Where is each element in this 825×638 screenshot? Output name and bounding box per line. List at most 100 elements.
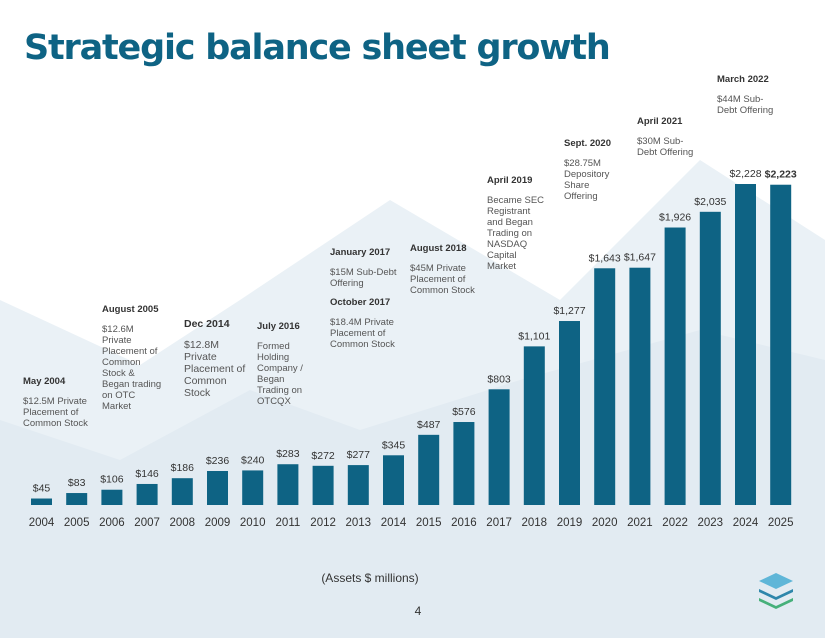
bar-2013 — [347, 465, 369, 505]
data-label-2009: $236 — [206, 455, 230, 467]
bar-2021 — [629, 267, 651, 505]
annotation-body-2: $18.4M Private Placement of Common Stock — [330, 317, 395, 350]
annotation-august-2005: August 2005 $12.6M Private Placement of … — [102, 304, 164, 412]
tick-label-2014: 2014 — [381, 517, 407, 529]
axis-footnote: (Assets $ millions) — [321, 571, 419, 585]
data-label-2004: $45 — [33, 483, 51, 495]
tick-label-2018: 2018 — [522, 517, 548, 529]
bar-2020 — [594, 268, 616, 505]
tick-label-2023: 2023 — [698, 517, 724, 529]
bar-2007 — [136, 483, 158, 505]
annotation-body: $30M Sub-Debt Offering — [637, 136, 694, 158]
tick-label-2011: 2011 — [276, 517, 301, 529]
bar-2015 — [418, 434, 440, 505]
bar-2011 — [277, 464, 299, 505]
data-label-2024: $2,228 — [729, 168, 761, 180]
annotation-dec-2014: Dec 2014 $12.8M Private Placement of Com… — [184, 318, 246, 399]
data-label-2015: $487 — [417, 419, 441, 431]
annotation-january-2017: January 2017 $15M Sub-Debt Offering Octo… — [330, 247, 400, 350]
bar-2025 — [770, 184, 792, 505]
annotation-may-2004: May 2004 $12.5M Private Placement of Com… — [23, 376, 95, 429]
annotation-title-2: October 2017 — [330, 297, 391, 308]
tick-label-2009: 2009 — [205, 517, 231, 529]
data-label-2014: $345 — [382, 439, 406, 451]
bar-2024 — [735, 184, 756, 505]
bar-2004 — [31, 498, 52, 505]
annotation-july-2016: July 2016 Formed Holding Company / Began… — [257, 321, 315, 407]
bar-2014 — [383, 455, 404, 505]
bar-2018 — [523, 346, 545, 505]
data-label-2017: $803 — [487, 373, 511, 385]
tick-label-2020: 2020 — [592, 517, 618, 529]
annotation-april-2021: April 2021 $30M Sub-Debt Offering — [637, 116, 697, 158]
tick-label-2024: 2024 — [733, 517, 759, 529]
annotation-body: $15M Sub-Debt Offering — [330, 267, 397, 289]
annotation-title: March 2022 — [717, 74, 769, 85]
tick-label-2022: 2022 — [662, 517, 688, 529]
bar-chart: $45 2004 $83 2005 $106 2006 $146 2007 $186 2008 $2… — [29, 168, 797, 529]
data-label-2008: $186 — [171, 462, 195, 474]
annotation-sept-2020: Sept. 2020 $28.75M Depository Share Offe… — [564, 138, 624, 202]
data-label-2012: $272 — [311, 450, 335, 462]
annotation-title: Dec 2014 — [184, 318, 230, 330]
tick-label-2012: 2012 — [310, 517, 336, 529]
annotation-title: August 2005 — [102, 304, 159, 315]
tick-label-2007: 2007 — [134, 517, 160, 529]
bar-2012 — [312, 465, 334, 505]
data-label-2018: $1,101 — [518, 330, 550, 342]
annotation-body: Formed Holding Company / Began Trading o… — [257, 341, 303, 407]
bar-2022 — [664, 227, 686, 505]
bar-2019 — [559, 321, 580, 505]
page-number: 4 — [414, 604, 422, 618]
annotation-body: $12.8M Private Placement of Common Stock — [184, 339, 246, 399]
annotation-title: April 2019 — [487, 175, 533, 186]
annotation-april-2019: April 2019 Became SEC Registrant and Beg… — [487, 175, 547, 272]
data-label-2010: $240 — [241, 454, 265, 466]
data-label-2025: $2,223 — [765, 169, 797, 181]
tick-label-2017: 2017 — [486, 517, 512, 529]
tick-label-2005: 2005 — [64, 517, 90, 529]
bar-2005 — [66, 493, 88, 505]
bar-2023 — [699, 211, 721, 505]
annotation-title: May 2004 — [23, 376, 66, 387]
data-label-2013: $277 — [347, 449, 371, 461]
tick-label-2006: 2006 — [99, 517, 125, 529]
tick-label-2025: 2025 — [768, 517, 794, 529]
bar-2008 — [171, 478, 193, 505]
annotation-body: Became SEC Registrant and Began Trading … — [487, 195, 545, 272]
tick-label-2008: 2008 — [170, 517, 196, 529]
tick-label-2021: 2021 — [627, 517, 653, 529]
bar-2009 — [207, 470, 228, 505]
tick-label-2004: 2004 — [29, 517, 55, 529]
tick-label-2015: 2015 — [416, 517, 442, 529]
annotation-body: $45M Private Placement of Common Stock — [410, 263, 475, 296]
data-label-2019: $1,277 — [553, 305, 585, 317]
tick-label-2019: 2019 — [557, 517, 583, 529]
data-label-2006: $106 — [100, 474, 124, 486]
bar-2016 — [453, 422, 475, 505]
annotation-title: August 2018 — [410, 243, 467, 254]
data-label-2005: $83 — [68, 477, 86, 489]
annotation-title: April 2021 — [637, 116, 683, 127]
tick-label-2013: 2013 — [346, 517, 372, 529]
company-logo — [759, 573, 793, 609]
data-label-2022: $1,926 — [659, 212, 691, 224]
annotation-march-2022: March 2022 $44M Sub-Debt Offering — [717, 74, 783, 116]
data-label-2020: $1,643 — [589, 252, 621, 264]
annotation-title: January 2017 — [330, 247, 391, 258]
data-label-2021: $1,647 — [624, 252, 656, 264]
bar-2017 — [488, 389, 510, 505]
annotation-body: $28.75M Depository Share Offering — [564, 158, 610, 202]
annotation-body: $12.5M Private Placement of Common Stock — [23, 396, 88, 429]
annotation-august-2018: August 2018 $45M Private Placement of Co… — [410, 243, 476, 296]
data-label-2016: $576 — [452, 406, 476, 418]
tick-label-2010: 2010 — [240, 517, 266, 529]
page-title: Strategic balance sheet growth — [24, 28, 611, 68]
data-label-2007: $146 — [135, 468, 159, 480]
data-label-2011: $283 — [276, 448, 300, 460]
annotation-title: July 2016 — [257, 321, 300, 332]
annotation-body: $12.6M Private Placement of Common Stock… — [102, 324, 162, 412]
data-label-2023: $2,035 — [694, 196, 726, 208]
bar-2010 — [242, 470, 264, 505]
